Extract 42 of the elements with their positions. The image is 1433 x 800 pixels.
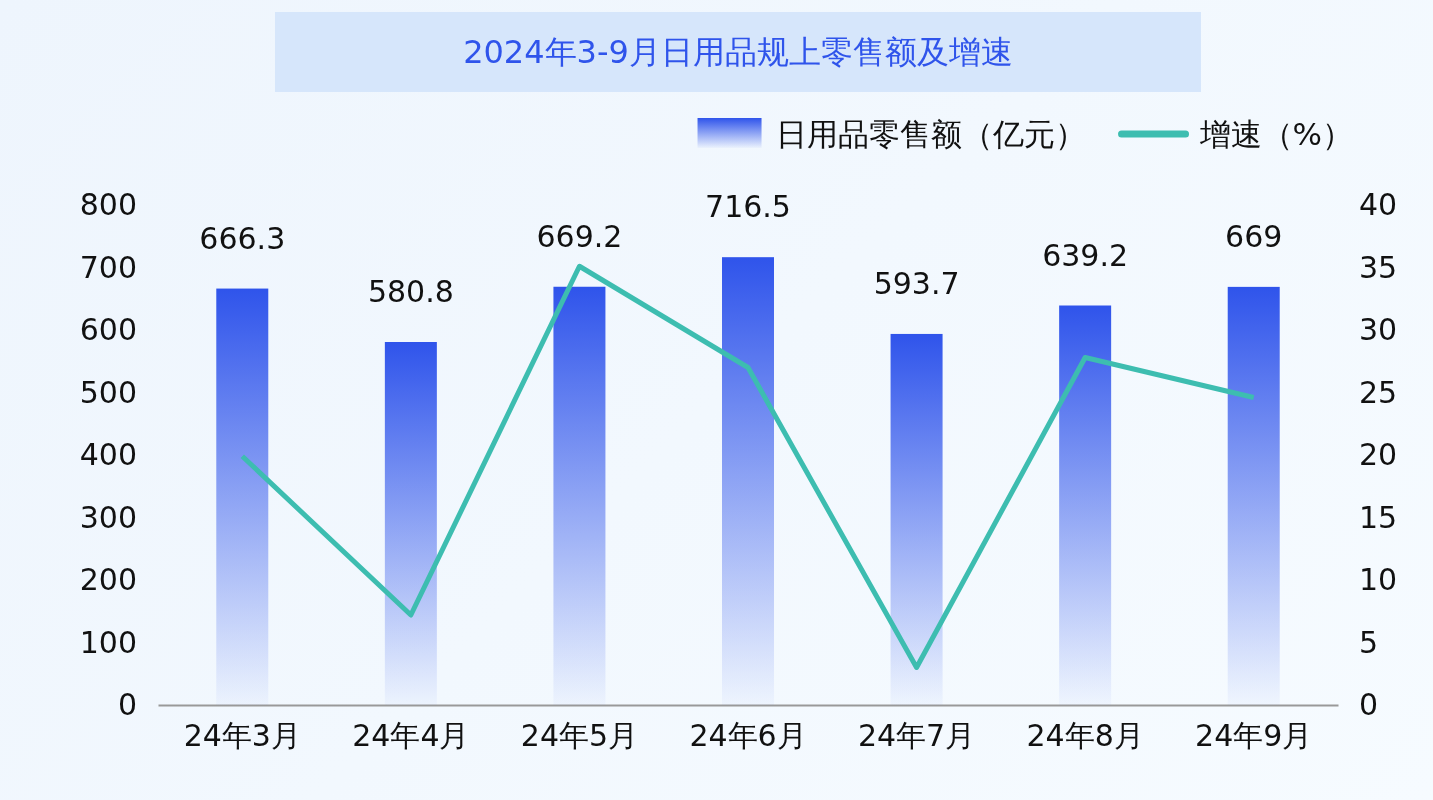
legend-label: 增速（%） [1198, 116, 1353, 152]
bar [1059, 305, 1112, 705]
data-label: 669.2 [536, 218, 623, 254]
y2-tick-label: 10 [1359, 562, 1398, 598]
chart-title: 2024年3-9月日用品规上零售额及增速 [463, 33, 1013, 71]
bar [1227, 286, 1280, 705]
data-label: 593.7 [873, 265, 960, 301]
y2-tick-label: 30 [1359, 312, 1398, 348]
y-tick-label: 800 [79, 187, 137, 223]
x-tick-label: 24年5月 [520, 718, 639, 754]
bar [384, 342, 437, 705]
x-tick-label: 24年9月 [1195, 718, 1313, 754]
bar [553, 286, 606, 705]
data-label: 666.3 [199, 220, 286, 256]
y2-tick-label: 25 [1359, 374, 1398, 410]
data-label: 639.2 [1042, 237, 1129, 273]
x-tick-label: 24年6月 [689, 718, 807, 754]
bar [722, 257, 774, 705]
y-tick-label: 100 [79, 624, 137, 660]
x-tick-label: 24年4月 [352, 718, 470, 754]
x-tick-label: 24年8月 [1026, 718, 1144, 754]
legend-label: 日用品零售额（亿元） [775, 116, 1086, 152]
data-label: 669 [1225, 218, 1283, 254]
y2-tick-label: 35 [1359, 249, 1398, 285]
data-label: 716.5 [705, 189, 791, 225]
data-label: 580.8 [367, 274, 454, 309]
y-tick-label: 700 [79, 249, 137, 285]
y2-tick-label: 15 [1359, 499, 1398, 535]
x-tick-label: 24年7月 [857, 718, 976, 754]
y-tick-label: 500 [79, 374, 137, 410]
y-tick-label: 600 [79, 312, 137, 348]
y-tick-label: 0 [117, 687, 137, 723]
x-tick-label: 24年3月 [183, 718, 301, 754]
y-tick-label: 300 [79, 499, 137, 535]
y-tick-label: 400 [79, 437, 137, 473]
y2-tick-label: 40 [1359, 187, 1398, 223]
y-tick-label: 200 [79, 562, 137, 598]
bar [890, 333, 943, 705]
bar [216, 288, 269, 705]
y2-tick-label: 20 [1359, 437, 1398, 473]
y2-tick-label: 5 [1359, 624, 1379, 660]
y2-tick-label: 0 [1359, 687, 1379, 723]
